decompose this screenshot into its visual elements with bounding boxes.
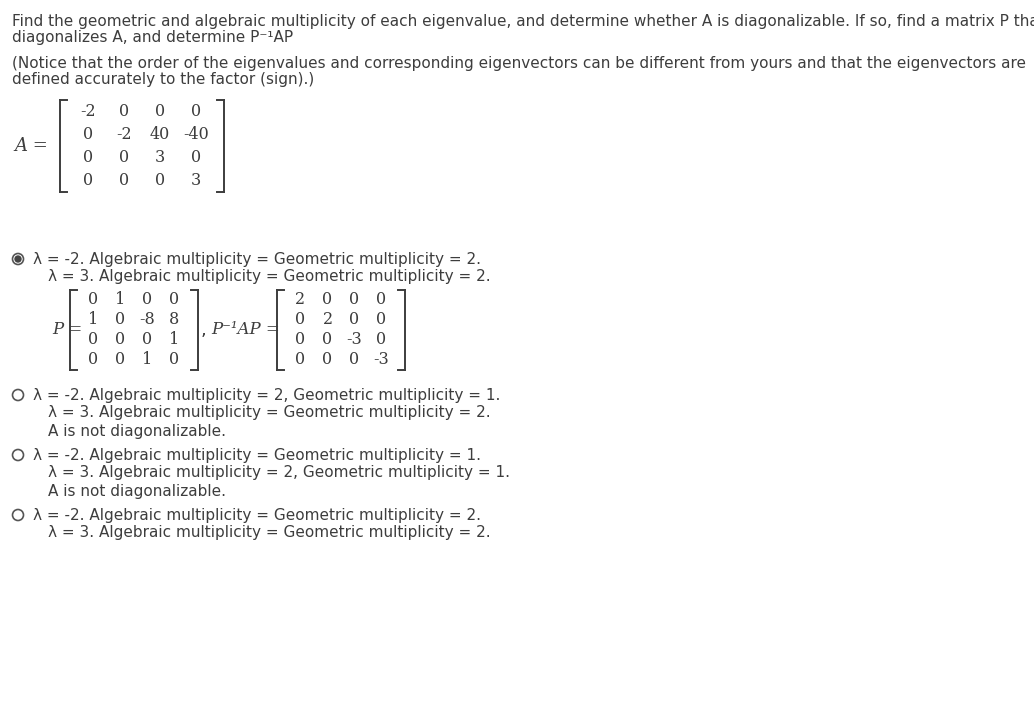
Text: 0: 0 [323,351,333,369]
Text: 0: 0 [191,103,201,120]
Text: λ = 3. Algebraic multiplicity = Geometric multiplicity = 2.: λ = 3. Algebraic multiplicity = Geometri… [48,525,490,540]
Text: 0: 0 [155,172,165,189]
Text: 2: 2 [296,292,306,308]
Text: A =: A = [14,137,48,155]
Text: -2: -2 [116,126,131,143]
Text: 0: 0 [143,292,153,308]
Text: λ = 3. Algebraic multiplicity = Geometric multiplicity = 2.: λ = 3. Algebraic multiplicity = Geometri… [48,269,490,284]
Text: 0: 0 [296,331,306,348]
Text: 1: 1 [116,292,125,308]
Text: -40: -40 [183,126,209,143]
Text: 0: 0 [296,351,306,369]
Text: 0: 0 [349,351,360,369]
Text: 0: 0 [143,331,153,348]
Text: 8: 8 [170,312,180,328]
Circle shape [12,449,24,461]
Text: P =: P = [52,322,83,338]
Text: 0: 0 [89,351,98,369]
Text: 0: 0 [116,351,125,369]
Text: 0: 0 [119,103,129,120]
Text: 0: 0 [191,149,201,166]
Text: A is not diagonalizable.: A is not diagonalizable. [48,484,226,499]
Text: -3: -3 [373,351,390,369]
Text: -3: -3 [346,331,362,348]
Text: 0: 0 [116,312,125,328]
Text: 3: 3 [155,149,165,166]
Text: A is not diagonalizable.: A is not diagonalizable. [48,424,226,439]
Text: -8: -8 [140,312,155,328]
Text: λ = -2. Algebraic multiplicity = Geometric multiplicity = 2.: λ = -2. Algebraic multiplicity = Geometr… [33,508,481,523]
Text: λ = 3. Algebraic multiplicity = Geometric multiplicity = 2.: λ = 3. Algebraic multiplicity = Geometri… [48,405,490,420]
Text: diagonalizes A, and determine P⁻¹AP: diagonalizes A, and determine P⁻¹AP [12,30,293,45]
Text: 0: 0 [83,172,93,189]
Text: 0: 0 [296,312,306,328]
Text: 0: 0 [116,331,125,348]
Text: (Notice that the order of the eigenvalues and corresponding eigenvectors can be : (Notice that the order of the eigenvalue… [12,56,1026,71]
Text: λ = -2. Algebraic multiplicity = 2, Geometric multiplicity = 1.: λ = -2. Algebraic multiplicity = 2, Geom… [33,388,500,403]
Text: 0: 0 [376,292,387,308]
Text: -2: -2 [81,103,96,120]
Text: 0: 0 [119,172,129,189]
Text: P⁻¹AP =: P⁻¹AP = [211,322,280,338]
Text: 0: 0 [349,312,360,328]
Text: Find the geometric and algebraic multiplicity of each eigenvalue, and determine : Find the geometric and algebraic multipl… [12,14,1034,29]
Text: 1: 1 [170,331,180,348]
Text: 0: 0 [89,331,98,348]
Text: 0: 0 [170,292,180,308]
Text: defined accurately to the factor (sign).): defined accurately to the factor (sign).… [12,72,314,87]
Text: 0: 0 [89,292,98,308]
Text: 0: 0 [170,351,180,369]
Text: 1: 1 [143,351,153,369]
Circle shape [12,510,24,521]
Text: 3: 3 [191,172,202,189]
Text: 2: 2 [323,312,333,328]
Circle shape [16,256,21,262]
Text: 40: 40 [150,126,171,143]
Text: 0: 0 [83,149,93,166]
Text: 0: 0 [323,331,333,348]
Text: 0: 0 [323,292,333,308]
Text: 1: 1 [88,312,98,328]
Text: ,: , [201,321,207,339]
Circle shape [12,390,24,400]
Text: λ = -2. Algebraic multiplicity = Geometric multiplicity = 2.: λ = -2. Algebraic multiplicity = Geometr… [33,252,481,267]
Text: 0: 0 [83,126,93,143]
Circle shape [12,253,24,264]
Text: λ = -2. Algebraic multiplicity = Geometric multiplicity = 1.: λ = -2. Algebraic multiplicity = Geometr… [33,448,481,463]
Text: 0: 0 [376,312,387,328]
Text: 0: 0 [349,292,360,308]
Text: 0: 0 [155,103,165,120]
Text: 0: 0 [376,331,387,348]
Text: λ = 3. Algebraic multiplicity = 2, Geometric multiplicity = 1.: λ = 3. Algebraic multiplicity = 2, Geome… [48,465,510,480]
Text: 0: 0 [119,149,129,166]
